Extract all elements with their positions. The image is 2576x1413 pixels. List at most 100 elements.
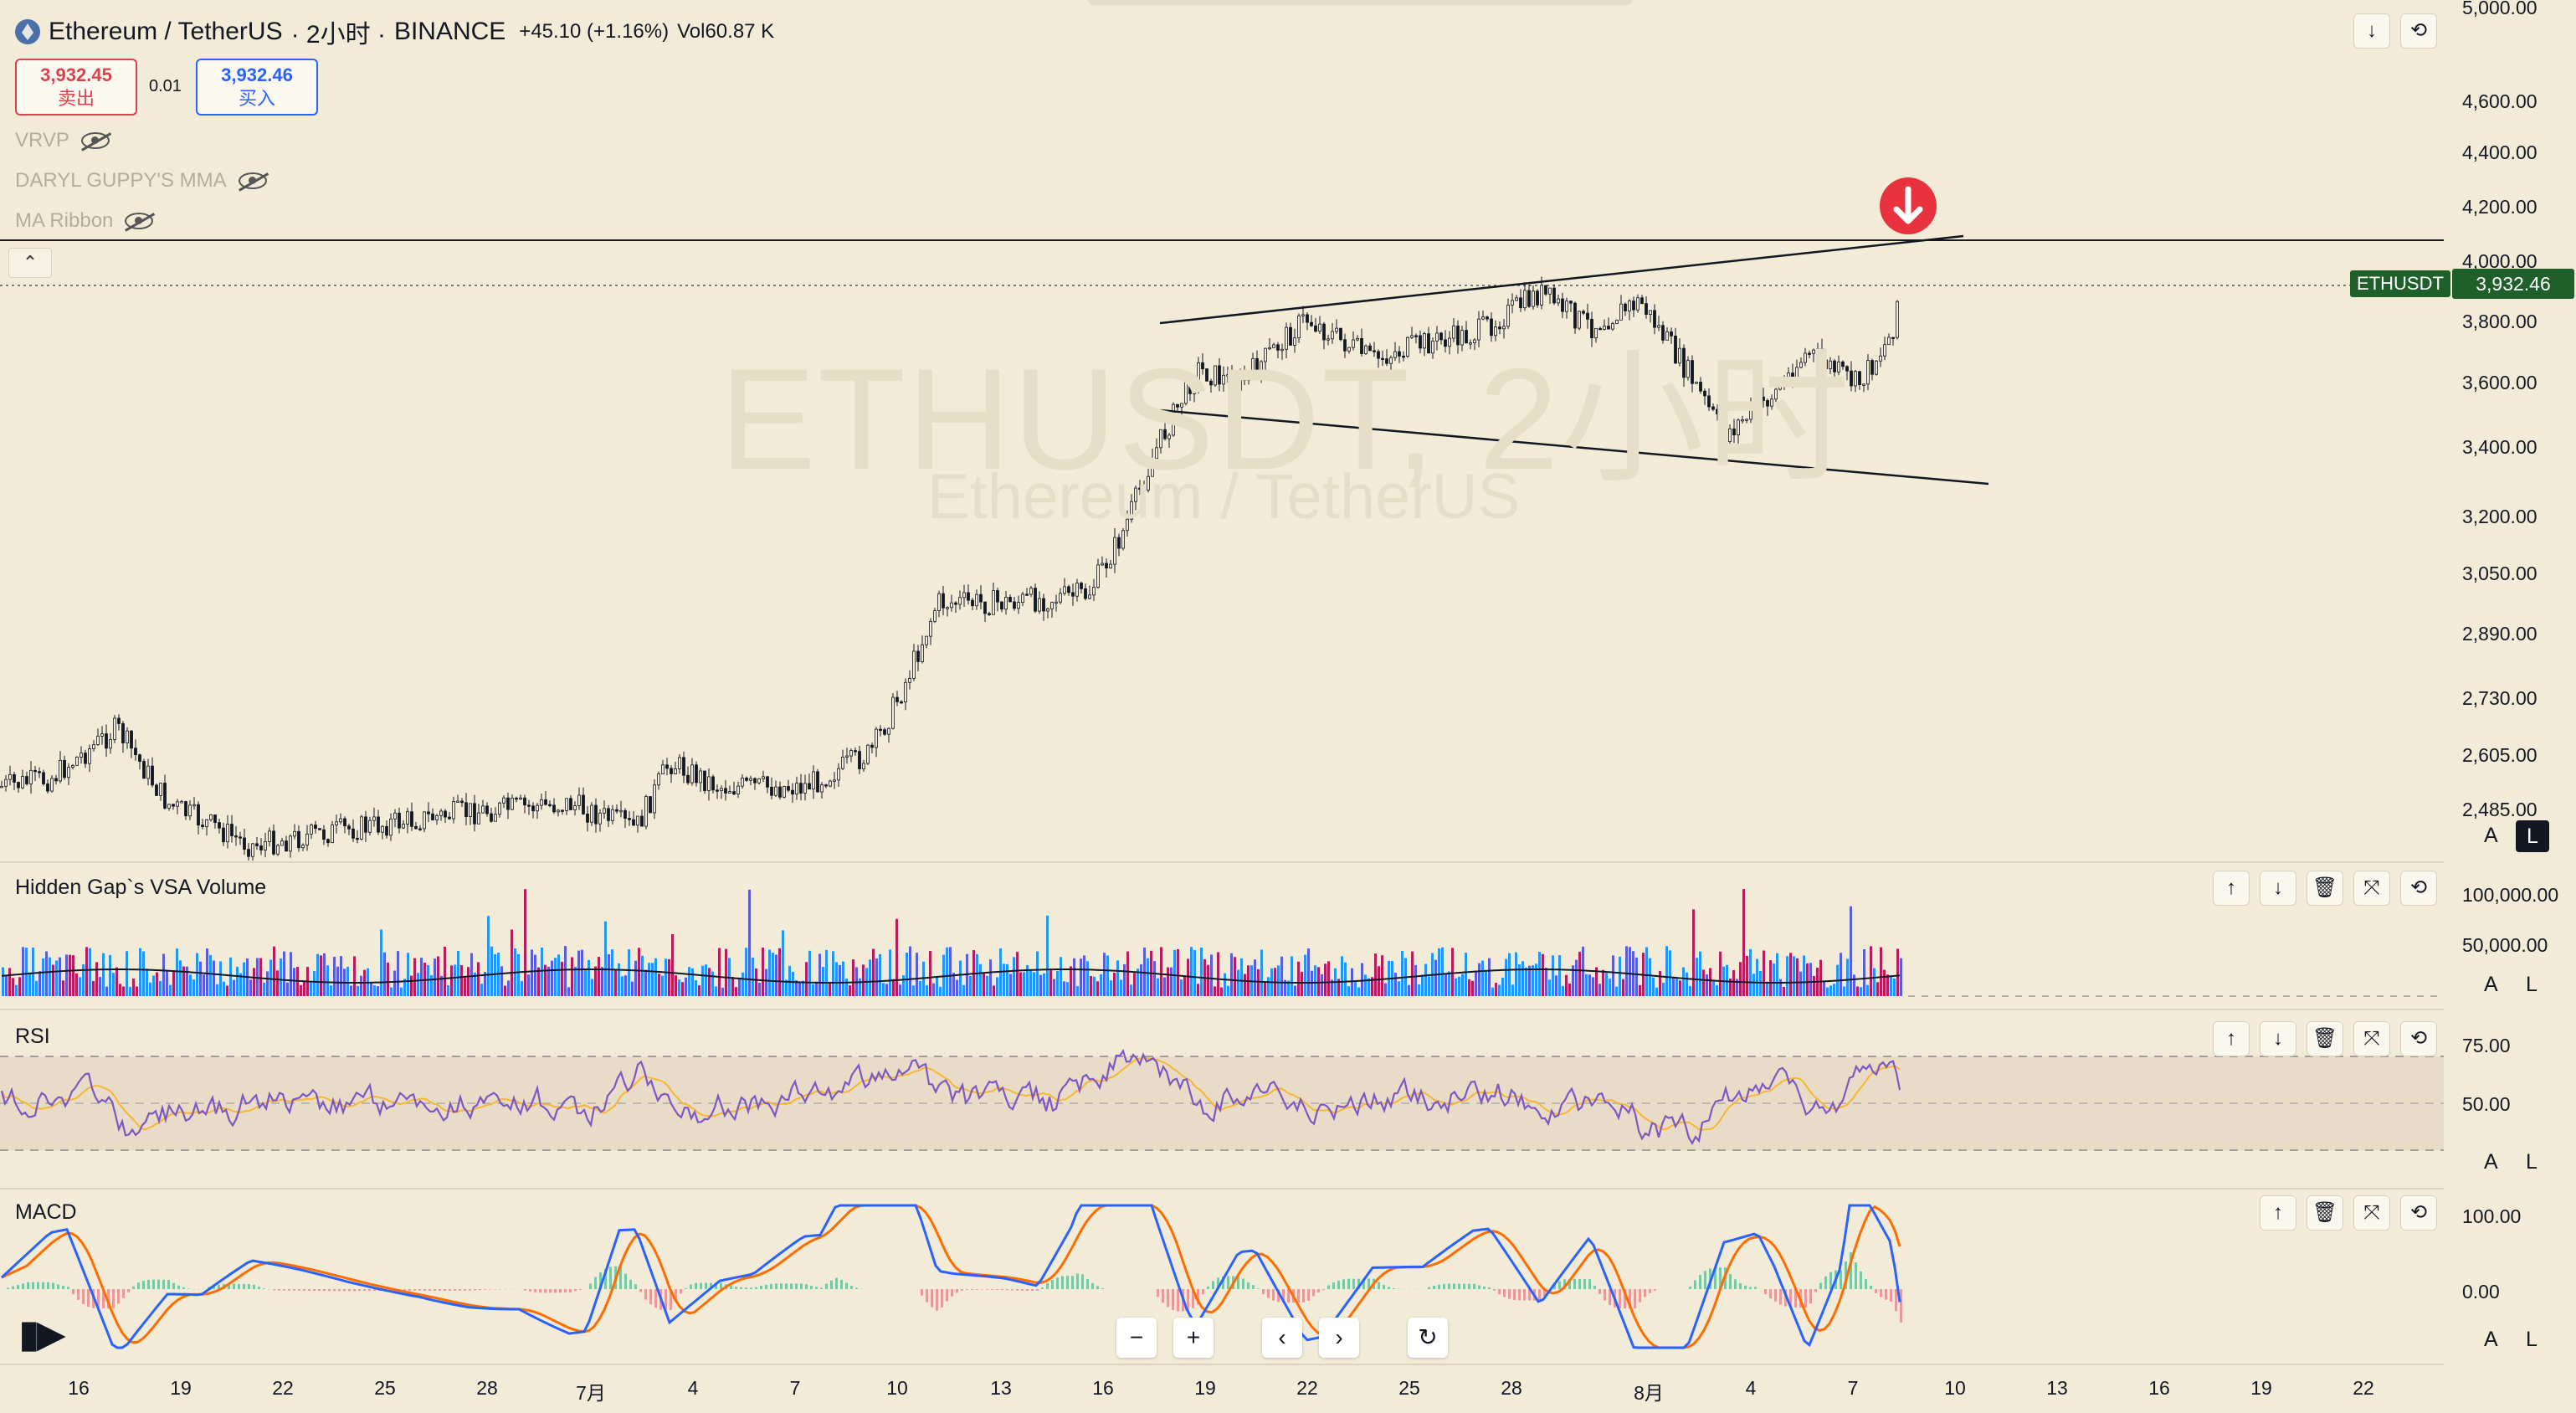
volume-bar (152, 975, 155, 996)
auto-scale-button[interactable]: A (2484, 824, 2498, 847)
move-up-icon[interactable]: ↑ (2213, 1021, 2250, 1056)
move-down-icon[interactable]: ↓ (2260, 1021, 2296, 1056)
candle-body (653, 784, 656, 814)
auto-scale-button[interactable]: A (2484, 973, 2498, 996)
maximize-pane-icon[interactable]: ⟲ (2400, 1195, 2437, 1231)
auto-scale-button[interactable]: A (2484, 1328, 2498, 1351)
macd-histogram-bar (368, 1289, 371, 1292)
macd-histogram-bar (835, 1277, 838, 1289)
time-axis-label: 16 (1092, 1377, 1114, 1399)
move-up-icon[interactable]: ↑ (2260, 1195, 2296, 1231)
symbol-name[interactable]: Ethereum / TetherUS (49, 18, 283, 45)
volume-bar (12, 978, 14, 996)
collapse-pane-icon[interactable]: ⤧ (2353, 1021, 2390, 1056)
arrow-down-icon[interactable]: ↓ (2353, 13, 2390, 49)
scroll-right-button[interactable]: › (1319, 1318, 1359, 1358)
volume-bar (691, 968, 694, 996)
candle-body (1193, 383, 1196, 394)
delete-icon[interactable]: 🗑 (2307, 1021, 2343, 1056)
volume-bar (403, 979, 406, 996)
candle-body (230, 824, 233, 836)
macd-histogram-bar (720, 1282, 722, 1289)
volume-bar (983, 973, 985, 996)
interval[interactable]: · 2小时 · (290, 21, 386, 49)
candle-body (904, 681, 907, 703)
log-scale-button[interactable]: L (2526, 973, 2538, 996)
maximize-pane-icon[interactable]: ⟲ (2400, 871, 2437, 906)
candle-body (372, 816, 376, 821)
scroll-left-button[interactable]: ‹ (1262, 1318, 1302, 1358)
macd-histogram-bar (1086, 1279, 1089, 1289)
volume-bar (624, 975, 627, 996)
indicator-guppy-mma[interactable]: DARYL GUPPY'S MMA (15, 169, 267, 193)
volume-bar (654, 958, 657, 996)
volume-bar (162, 953, 165, 996)
macd-histogram-bar (976, 1289, 978, 1290)
volume-bar (360, 975, 362, 996)
volume-bar (671, 933, 674, 996)
candle-body (837, 768, 840, 781)
candle-body (1352, 339, 1355, 348)
candle-body (1138, 487, 1142, 490)
collapse-pane-icon[interactable]: ⤧ (2353, 1195, 2390, 1231)
macd-histogram-bar (313, 1289, 316, 1292)
candle-body (1326, 338, 1330, 341)
volume-bar (956, 979, 958, 996)
macd-histogram-bar (413, 1289, 416, 1291)
candle-body (485, 805, 489, 814)
sell-button[interactable]: 3,932.45 卖出 (15, 59, 137, 116)
collapse-pane-icon[interactable]: ⤧ (2353, 871, 2390, 906)
macd-histogram-bar (961, 1289, 963, 1291)
collapse-legend-button[interactable]: ⌃ (8, 248, 52, 278)
candle-body (117, 717, 121, 724)
fullscreen-icon[interactable]: ⟲ (2400, 13, 2437, 49)
time-axis-label: 7 (789, 1377, 801, 1399)
volume-bar (460, 964, 463, 996)
zoom-out-button[interactable]: − (1116, 1318, 1157, 1358)
candle-body (473, 803, 476, 825)
eye-hidden-icon[interactable] (80, 132, 110, 149)
candle-body (1134, 487, 1137, 502)
volume-bar (65, 954, 68, 996)
candle-body (1188, 378, 1192, 394)
zoom-in-button[interactable]: + (1173, 1318, 1214, 1358)
candle-body (331, 825, 334, 844)
price-axis-label: 4,600.00 (2462, 90, 2538, 112)
macd-histogram-bar (1187, 1289, 1189, 1312)
macd-histogram-bar (258, 1287, 260, 1289)
candle-body (192, 804, 196, 807)
candle-body (121, 723, 125, 744)
volume-bar (1729, 979, 1732, 996)
delete-icon[interactable]: 🗑 (2307, 1195, 2343, 1231)
price-axis-label: 4,200.00 (2462, 196, 2538, 218)
log-scale-button[interactable]: L (2526, 1328, 2538, 1351)
move-down-icon[interactable]: ↓ (2260, 871, 2296, 906)
reset-chart-button[interactable]: ↻ (1408, 1318, 1448, 1358)
volume-bar (1525, 967, 1527, 996)
auto-scale-button[interactable]: A (2484, 1150, 2498, 1174)
indicator-ma-ribbon[interactable]: MA Ribbon (15, 209, 154, 233)
volume-bar (1572, 965, 1574, 996)
candle-body (1067, 586, 1070, 593)
eye-hidden-icon[interactable] (125, 213, 154, 229)
candle-body (808, 783, 811, 790)
move-up-icon[interactable]: ↑ (2213, 871, 2250, 906)
maximize-pane-icon[interactable]: ⟲ (2400, 1021, 2437, 1056)
candle-body (80, 753, 83, 758)
volume-bar (1776, 953, 1778, 996)
log-scale-button[interactable]: L (2526, 1150, 2538, 1174)
volume-bar (1381, 955, 1383, 996)
volume-bar (598, 957, 600, 996)
macd-histogram-bar (810, 1285, 813, 1289)
candle-body (1439, 332, 1443, 341)
volume-bar (1063, 981, 1065, 996)
eye-hidden-icon[interactable] (238, 172, 267, 189)
log-scale-button[interactable]: L (2516, 820, 2549, 852)
indicator-vrvp[interactable]: VRVP (15, 129, 110, 152)
buy-button[interactable]: 3,932.46 买入 (196, 59, 318, 116)
macd-histogram-bar (1297, 1289, 1300, 1303)
delete-icon[interactable]: 🗑 (2307, 871, 2343, 906)
candle-body (623, 809, 627, 819)
volume-bar (608, 953, 610, 996)
